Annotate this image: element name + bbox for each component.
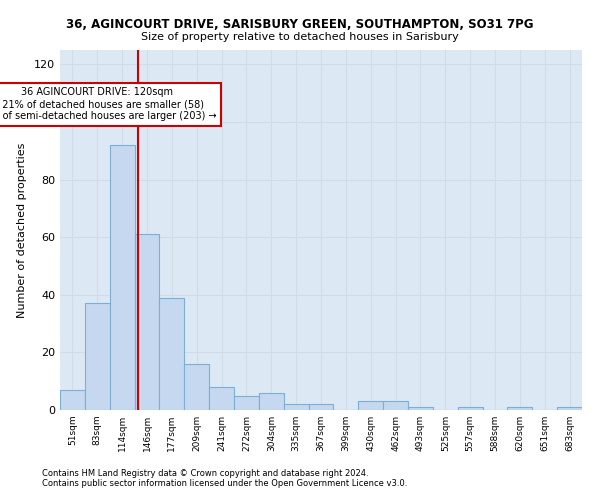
Text: 36, AGINCOURT DRIVE, SARISBURY GREEN, SOUTHAMPTON, SO31 7PG: 36, AGINCOURT DRIVE, SARISBURY GREEN, SO… bbox=[66, 18, 534, 30]
Bar bbox=[383, 402, 408, 410]
Text: Size of property relative to detached houses in Sarisbury: Size of property relative to detached ho… bbox=[141, 32, 459, 42]
Bar bbox=[284, 404, 308, 410]
Text: Contains public sector information licensed under the Open Government Licence v3: Contains public sector information licen… bbox=[42, 478, 407, 488]
Bar bbox=[458, 407, 482, 410]
Text: Contains HM Land Registry data © Crown copyright and database right 2024.: Contains HM Land Registry data © Crown c… bbox=[42, 468, 368, 477]
Bar bbox=[408, 407, 433, 410]
Bar bbox=[259, 392, 284, 410]
Bar bbox=[508, 407, 532, 410]
Bar bbox=[557, 407, 582, 410]
Bar bbox=[234, 396, 259, 410]
Bar bbox=[209, 387, 234, 410]
Bar bbox=[160, 298, 184, 410]
Bar bbox=[308, 404, 334, 410]
Bar bbox=[110, 145, 134, 410]
Bar bbox=[358, 402, 383, 410]
Bar bbox=[184, 364, 209, 410]
Bar bbox=[60, 390, 85, 410]
Bar bbox=[134, 234, 160, 410]
Y-axis label: Number of detached properties: Number of detached properties bbox=[17, 142, 27, 318]
Bar bbox=[85, 304, 110, 410]
Text: 36 AGINCOURT DRIVE: 120sqm
← 21% of detached houses are smaller (58)
74% of semi: 36 AGINCOURT DRIVE: 120sqm ← 21% of deta… bbox=[0, 88, 217, 120]
